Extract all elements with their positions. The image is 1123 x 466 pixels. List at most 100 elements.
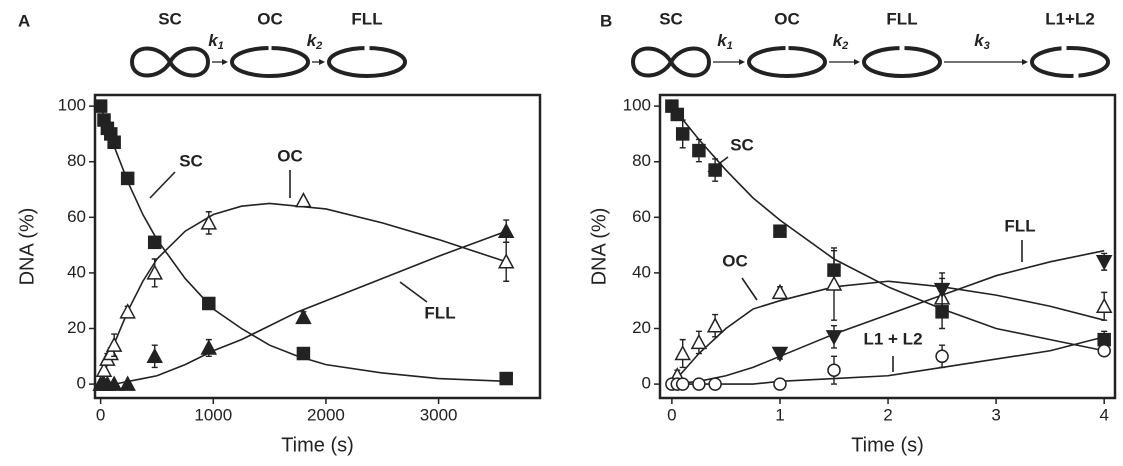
marker <box>119 303 136 319</box>
marker <box>690 333 708 350</box>
y-tick-label: 80 <box>67 151 86 170</box>
marker <box>1095 297 1113 314</box>
marker <box>1097 332 1111 347</box>
series-annotation: L1 + L2 <box>863 329 922 348</box>
x-tick-label: 1 <box>775 405 784 424</box>
x-tick-label: 3 <box>991 405 1000 424</box>
marker <box>146 347 163 364</box>
marker <box>200 339 218 355</box>
y-tick-label: 0 <box>642 374 651 393</box>
marker <box>675 127 690 141</box>
marker <box>692 143 706 158</box>
marker <box>1097 343 1111 358</box>
circle-dna-shape <box>1030 46 1110 78</box>
rate-label: k2 <box>833 31 849 51</box>
rate-symbol: k <box>307 31 318 50</box>
marker <box>105 336 123 352</box>
species-label: FLL <box>351 9 382 28</box>
y-tick-label: 60 <box>632 207 651 226</box>
circle-dna-shape <box>230 46 310 78</box>
annotation-leader <box>741 277 758 301</box>
panel-letter: B <box>600 11 612 30</box>
y-tick-label: 100 <box>623 96 651 115</box>
y-axis-label: DNA (%) <box>588 208 610 286</box>
marker <box>825 330 843 346</box>
panel-letter: A <box>18 11 30 30</box>
circle-dna-shape <box>747 46 827 78</box>
marker <box>827 363 841 377</box>
series-annotation: FLL <box>424 303 455 322</box>
marker <box>497 222 515 238</box>
supercoiled-shape <box>129 46 211 78</box>
species-label: L1+L2 <box>1045 9 1095 28</box>
marker <box>706 317 724 333</box>
marker <box>499 371 513 386</box>
strand-break <box>1061 44 1067 52</box>
x-tick-label: 2 <box>883 405 892 424</box>
fit-curve <box>99 202 507 385</box>
marker <box>119 375 136 391</box>
strand-break <box>364 44 370 52</box>
species-label: FLL <box>886 9 917 28</box>
marker <box>295 192 312 208</box>
marker <box>670 107 685 122</box>
fit-curve <box>671 249 1105 385</box>
marker <box>1095 255 1113 271</box>
strand-break <box>268 44 272 52</box>
rate-symbol: k <box>833 31 844 50</box>
x-tick-label: 0 <box>96 405 105 424</box>
marker <box>107 135 121 150</box>
marker <box>692 377 706 391</box>
fit-curve <box>100 230 507 385</box>
circle-dna-shape <box>327 46 407 78</box>
x-axis-label: Time (s) <box>851 434 924 456</box>
marker <box>200 214 218 230</box>
y-tick-label: 20 <box>632 318 651 337</box>
rate-label: k3 <box>974 31 990 51</box>
rate-index: 2 <box>841 40 848 52</box>
marker <box>497 253 515 269</box>
x-tick-label: 1000 <box>194 405 232 424</box>
marker <box>773 377 787 391</box>
marker <box>202 296 216 311</box>
rate-label: k1 <box>717 31 733 51</box>
marker <box>120 171 135 186</box>
marker <box>674 344 691 361</box>
x-tick-label: 3000 <box>420 405 458 424</box>
rate-index: 3 <box>984 40 990 52</box>
species-label: OC <box>257 9 283 28</box>
marker <box>296 346 311 361</box>
rate-index: 1 <box>727 40 733 52</box>
y-axis-label: DNA (%) <box>16 208 38 286</box>
y-tick-label: 40 <box>632 262 651 281</box>
supercoiled-shape <box>630 46 712 78</box>
marker <box>295 308 312 325</box>
rate-symbol: k <box>974 31 985 50</box>
marker <box>935 349 949 364</box>
fit-curve <box>99 105 507 383</box>
strand-break <box>1073 72 1079 80</box>
species-label: SC <box>659 9 683 28</box>
arrow-head <box>222 59 228 65</box>
series-annotation: OC <box>722 251 748 270</box>
y-tick-label: 40 <box>67 262 86 281</box>
marker <box>146 264 163 280</box>
marker <box>773 224 787 238</box>
plot-frame <box>93 93 542 400</box>
x-axis-label: Time (s) <box>281 434 354 456</box>
species-label: OC <box>774 9 800 28</box>
marker <box>708 377 722 391</box>
rate-symbol: k <box>717 31 728 50</box>
series-annotation: SC <box>179 151 203 170</box>
marker <box>825 275 843 291</box>
marker <box>771 283 789 300</box>
annotation-leader <box>149 171 176 199</box>
rate-symbol: k <box>208 31 219 50</box>
rate-label: k1 <box>208 31 224 51</box>
annotation-leader <box>707 156 729 173</box>
strand-break <box>899 44 905 52</box>
marker <box>933 282 951 299</box>
strand-break <box>785 44 789 52</box>
arrow-head <box>739 59 745 65</box>
